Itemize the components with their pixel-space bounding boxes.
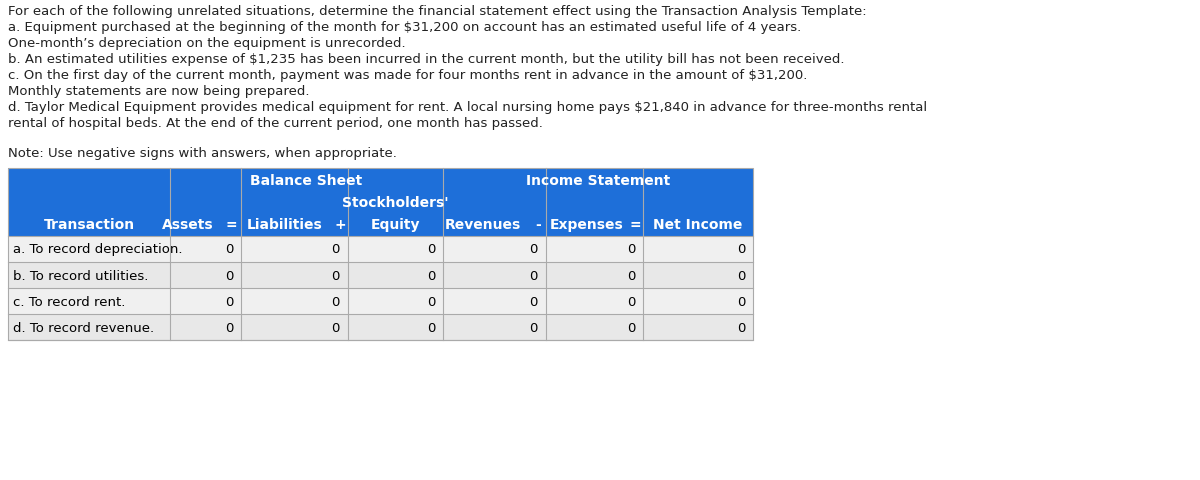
Bar (8, 168, 754, 237)
Text: b. An estimated utilities expense of $1,235 has been incurred in the current mon: b. An estimated utilities expense of $1,… (8, 53, 845, 66)
Text: b. To record utilities.: b. To record utilities. (13, 269, 149, 282)
Text: 0: 0 (331, 243, 340, 256)
Text: 0: 0 (529, 295, 538, 308)
Text: rental of hospital beds. At the end of the current period, one month has passed.: rental of hospital beds. At the end of t… (8, 117, 542, 130)
Text: 0: 0 (626, 321, 635, 334)
Text: Revenues: Revenues (444, 217, 521, 231)
Text: 0: 0 (427, 243, 436, 256)
Text: 0: 0 (737, 321, 745, 334)
Text: -: - (535, 217, 541, 231)
Text: One-month’s depreciation on the equipment is unrecorded.: One-month’s depreciation on the equipmen… (8, 37, 406, 50)
Text: 0: 0 (737, 243, 745, 256)
Text: =: = (629, 217, 641, 231)
Text: 0: 0 (626, 295, 635, 308)
Text: Balance Sheet: Balance Sheet (251, 174, 362, 188)
Text: 0: 0 (529, 243, 538, 256)
Text: a. Equipment purchased at the beginning of the month for $31,200 on account has : a. Equipment purchased at the beginning … (8, 21, 802, 34)
Text: 0: 0 (427, 295, 436, 308)
Text: 0: 0 (529, 269, 538, 282)
Text: Note: Use negative signs with answers, when appropriate.: Note: Use negative signs with answers, w… (8, 147, 397, 160)
Text: =: = (226, 217, 236, 231)
Text: d. Taylor Medical Equipment provides medical equipment for rent. A local nursing: d. Taylor Medical Equipment provides med… (8, 101, 928, 114)
Text: Liabilities: Liabilities (247, 217, 323, 231)
Text: 0: 0 (626, 243, 635, 256)
Text: Expenses: Expenses (550, 217, 623, 231)
Text: 0: 0 (529, 321, 538, 334)
Text: c. To record rent.: c. To record rent. (13, 295, 125, 308)
Text: Equity: Equity (371, 217, 420, 231)
Text: 0: 0 (224, 321, 233, 334)
Text: d. To record revenue.: d. To record revenue. (13, 321, 154, 334)
Text: +: + (334, 217, 346, 231)
Text: 0: 0 (737, 295, 745, 308)
Text: 0: 0 (331, 295, 340, 308)
Text: Net Income: Net Income (653, 217, 743, 231)
Text: 0: 0 (427, 269, 436, 282)
Text: c. On the first day of the current month, payment was made for four months rent : c. On the first day of the current month… (8, 69, 808, 82)
Text: Stockholders': Stockholders' (342, 195, 449, 210)
Text: 0: 0 (427, 321, 436, 334)
Bar (8, 288, 754, 314)
Bar (8, 263, 754, 288)
Bar (8, 168, 754, 340)
Bar (8, 314, 754, 340)
Bar (8, 237, 754, 263)
Text: 0: 0 (626, 269, 635, 282)
Text: 0: 0 (737, 269, 745, 282)
Text: 0: 0 (224, 295, 233, 308)
Text: Income Statement: Income Statement (526, 174, 670, 188)
Text: 0: 0 (224, 269, 233, 282)
Text: Assets: Assets (162, 217, 214, 231)
Text: 0: 0 (224, 243, 233, 256)
Text: 0: 0 (331, 321, 340, 334)
Text: a. To record depreciation.: a. To record depreciation. (13, 243, 182, 256)
Text: Monthly statements are now being prepared.: Monthly statements are now being prepare… (8, 85, 310, 98)
Text: 0: 0 (331, 269, 340, 282)
Text: For each of the following unrelated situations, determine the financial statemen: For each of the following unrelated situ… (8, 5, 866, 18)
Text: Transaction: Transaction (43, 217, 134, 231)
